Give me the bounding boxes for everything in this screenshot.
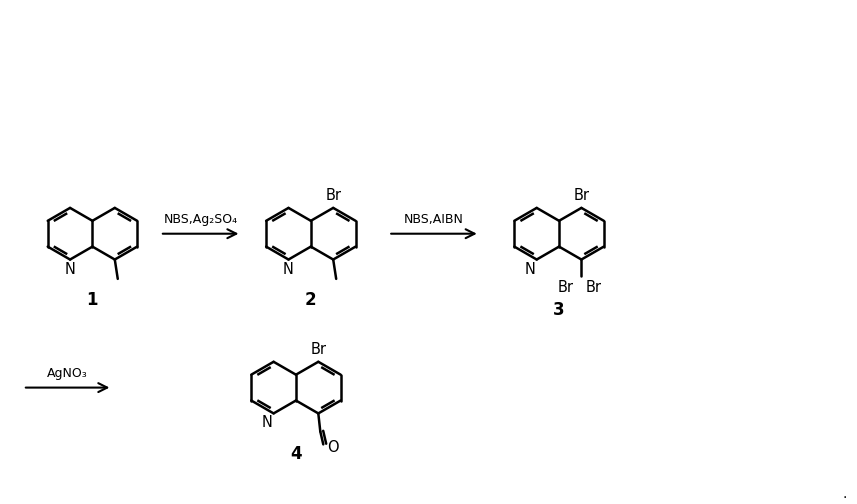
- Text: Br: Br: [585, 280, 602, 295]
- Text: N: N: [261, 415, 273, 430]
- Text: .: .: [842, 487, 848, 501]
- Text: NBS,Ag₂SO₄: NBS,Ag₂SO₄: [164, 213, 237, 226]
- Text: N: N: [524, 262, 536, 277]
- Text: N: N: [283, 262, 294, 277]
- Text: Br: Br: [325, 188, 341, 203]
- Text: N: N: [64, 262, 75, 277]
- Text: 2: 2: [305, 291, 317, 309]
- Text: 3: 3: [554, 301, 565, 319]
- Text: O: O: [327, 440, 339, 455]
- Text: 1: 1: [87, 291, 99, 309]
- Text: AgNO₃: AgNO₃: [47, 366, 88, 380]
- Text: 4: 4: [291, 445, 302, 463]
- Text: Br: Br: [310, 342, 327, 357]
- Text: NBS,AIBN: NBS,AIBN: [404, 213, 464, 226]
- Text: Br: Br: [573, 188, 590, 203]
- Text: Br: Br: [557, 280, 573, 295]
